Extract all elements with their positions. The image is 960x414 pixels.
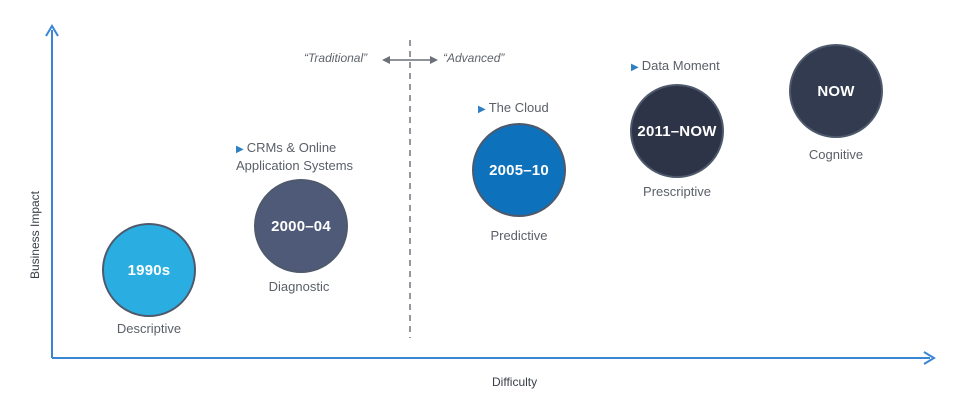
triangle-marker-icon: ▶ (236, 144, 244, 155)
stage-note-cloud: ▶ The Cloud (478, 100, 549, 115)
traditional-label: “Traditional” (304, 51, 368, 65)
x-axis-arrow-icon (923, 351, 936, 365)
stage-label-cognitive: Cognitive (808, 147, 864, 162)
stage-circle-2011-now: 2011–NOW (630, 84, 724, 178)
stage-period: 2005–10 (489, 161, 549, 179)
stage-label-predictive: Predictive (490, 228, 548, 243)
stage-period: 2011–NOW (637, 122, 717, 140)
stage-label-diagnostic: Diagnostic (268, 279, 330, 294)
stage-circle-2000-04: 2000–04 (254, 179, 348, 273)
stage-circle-now: NOW (789, 44, 883, 138)
stage-period: 2000–04 (271, 217, 331, 235)
stage-label-descriptive: Descriptive (116, 321, 182, 336)
stage-note-crms: ▶ CRMs & Online Application Systems (236, 140, 354, 173)
stage-label-prescriptive: Prescriptive (643, 184, 711, 199)
triangle-marker-icon: ▶ (631, 62, 639, 73)
stage-period: 1990s (127, 261, 171, 279)
arrow-right-icon (430, 56, 438, 64)
stage-period: NOW (817, 82, 855, 100)
advanced-label: “Advanced” (443, 51, 505, 65)
x-axis-label: Difficulty (492, 375, 538, 389)
stage-circle-2005-10: 2005–10 (472, 123, 566, 217)
stage-circle-1990s: 1990s (102, 223, 196, 317)
y-axis-label: Business Impact (28, 190, 42, 280)
triangle-marker-icon: ▶ (478, 104, 486, 115)
y-axis-arrow-icon (45, 24, 59, 37)
stage-note-data-moment: ▶ Data Moment (631, 58, 720, 73)
arrow-left-icon (382, 56, 390, 64)
